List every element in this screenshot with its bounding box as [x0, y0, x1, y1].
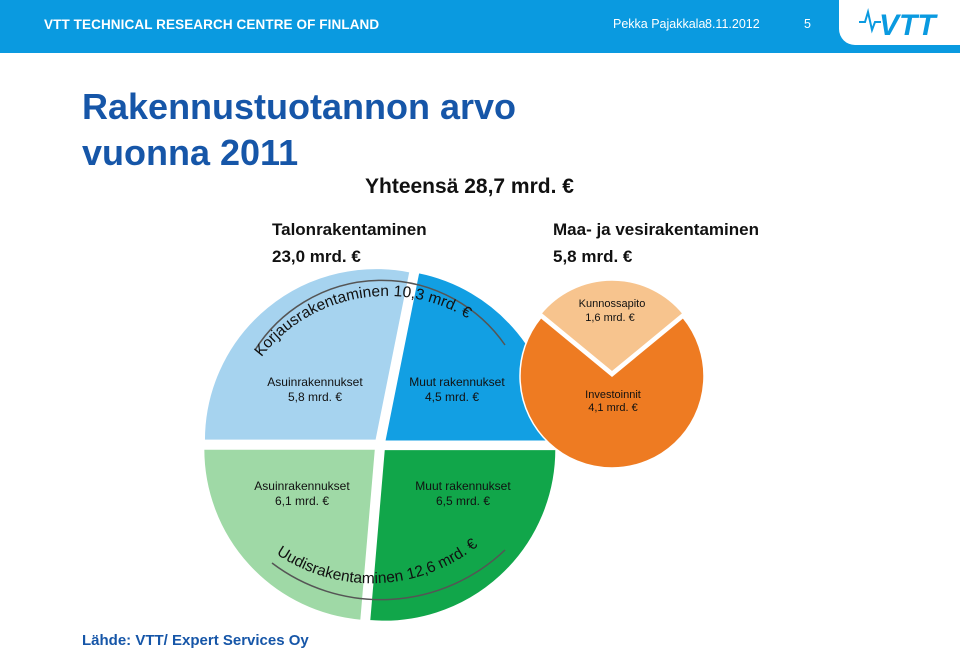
group-total-civil: 5,8 mrd. € — [553, 247, 633, 266]
slice-kunnossapito — [539, 279, 685, 373]
header-bar: VTT TECHNICAL RESEARCH CENTRE OF FINLAND… — [0, 0, 960, 53]
slice-label-kunnossapito: Kunnossapito — [579, 298, 646, 310]
slice-label-uudis-muut: Muut rakennukset — [415, 479, 511, 493]
logo-wave-icon — [859, 8, 881, 34]
source-note: Lähde: VTT/ Expert Services Oy — [82, 632, 309, 649]
slice-uudis-muut-rakennukset — [368, 448, 557, 623]
organization-name: VTT TECHNICAL RESEARCH CENTRE OF FINLAND — [44, 17, 380, 32]
slice-value-kunnossapito: 1,6 mrd. € — [585, 312, 635, 324]
author-name: Pekka Pajakkala — [613, 17, 706, 31]
group-title-building: Talonrakentaminen — [272, 220, 427, 239]
slice-value-korjaus-asuin: 5,8 mrd. € — [288, 390, 342, 404]
slice-uudis-asuinrakennukset — [202, 448, 377, 622]
slice-value-korjaus-muut: 4,5 mrd. € — [425, 390, 479, 404]
logo-text: VTT — [879, 9, 938, 42]
arc-line-korjaus — [254, 279, 506, 351]
page-number: 5 — [804, 17, 811, 31]
arc-line-uudis — [271, 549, 506, 601]
slice-korjaus-asuinrakennukset — [203, 267, 411, 442]
slice-label-uudis-asuin: Asuinrakennukset — [254, 479, 350, 493]
slice-label-investoinnit: Investoinnit — [585, 389, 641, 401]
slice-value-uudis-muut: 6,5 mrd. € — [436, 494, 490, 508]
chart-total: Yhteensä 28,7 mrd. € — [365, 175, 574, 198]
slice-label-korjaus-muut: Muut rakennukset — [409, 375, 505, 389]
slide-title: Rakennustuotannon arvo vuonna 2011 — [82, 86, 517, 173]
group-title-civil: Maa- ja vesirakentaminen — [553, 220, 759, 239]
slice-investoinnit — [519, 316, 705, 469]
slice-value-uudis-asuin: 6,1 mrd. € — [275, 494, 329, 508]
presentation-date: 8.11.2012 — [705, 17, 760, 31]
slice-value-investoinnit: 4,1 mrd. € — [588, 402, 638, 414]
vtt-logo: VTT — [839, 0, 960, 45]
slice-label-korjaus-asuin: Asuinrakennukset — [267, 375, 363, 389]
group-total-building: 23,0 mrd. € — [272, 247, 361, 266]
